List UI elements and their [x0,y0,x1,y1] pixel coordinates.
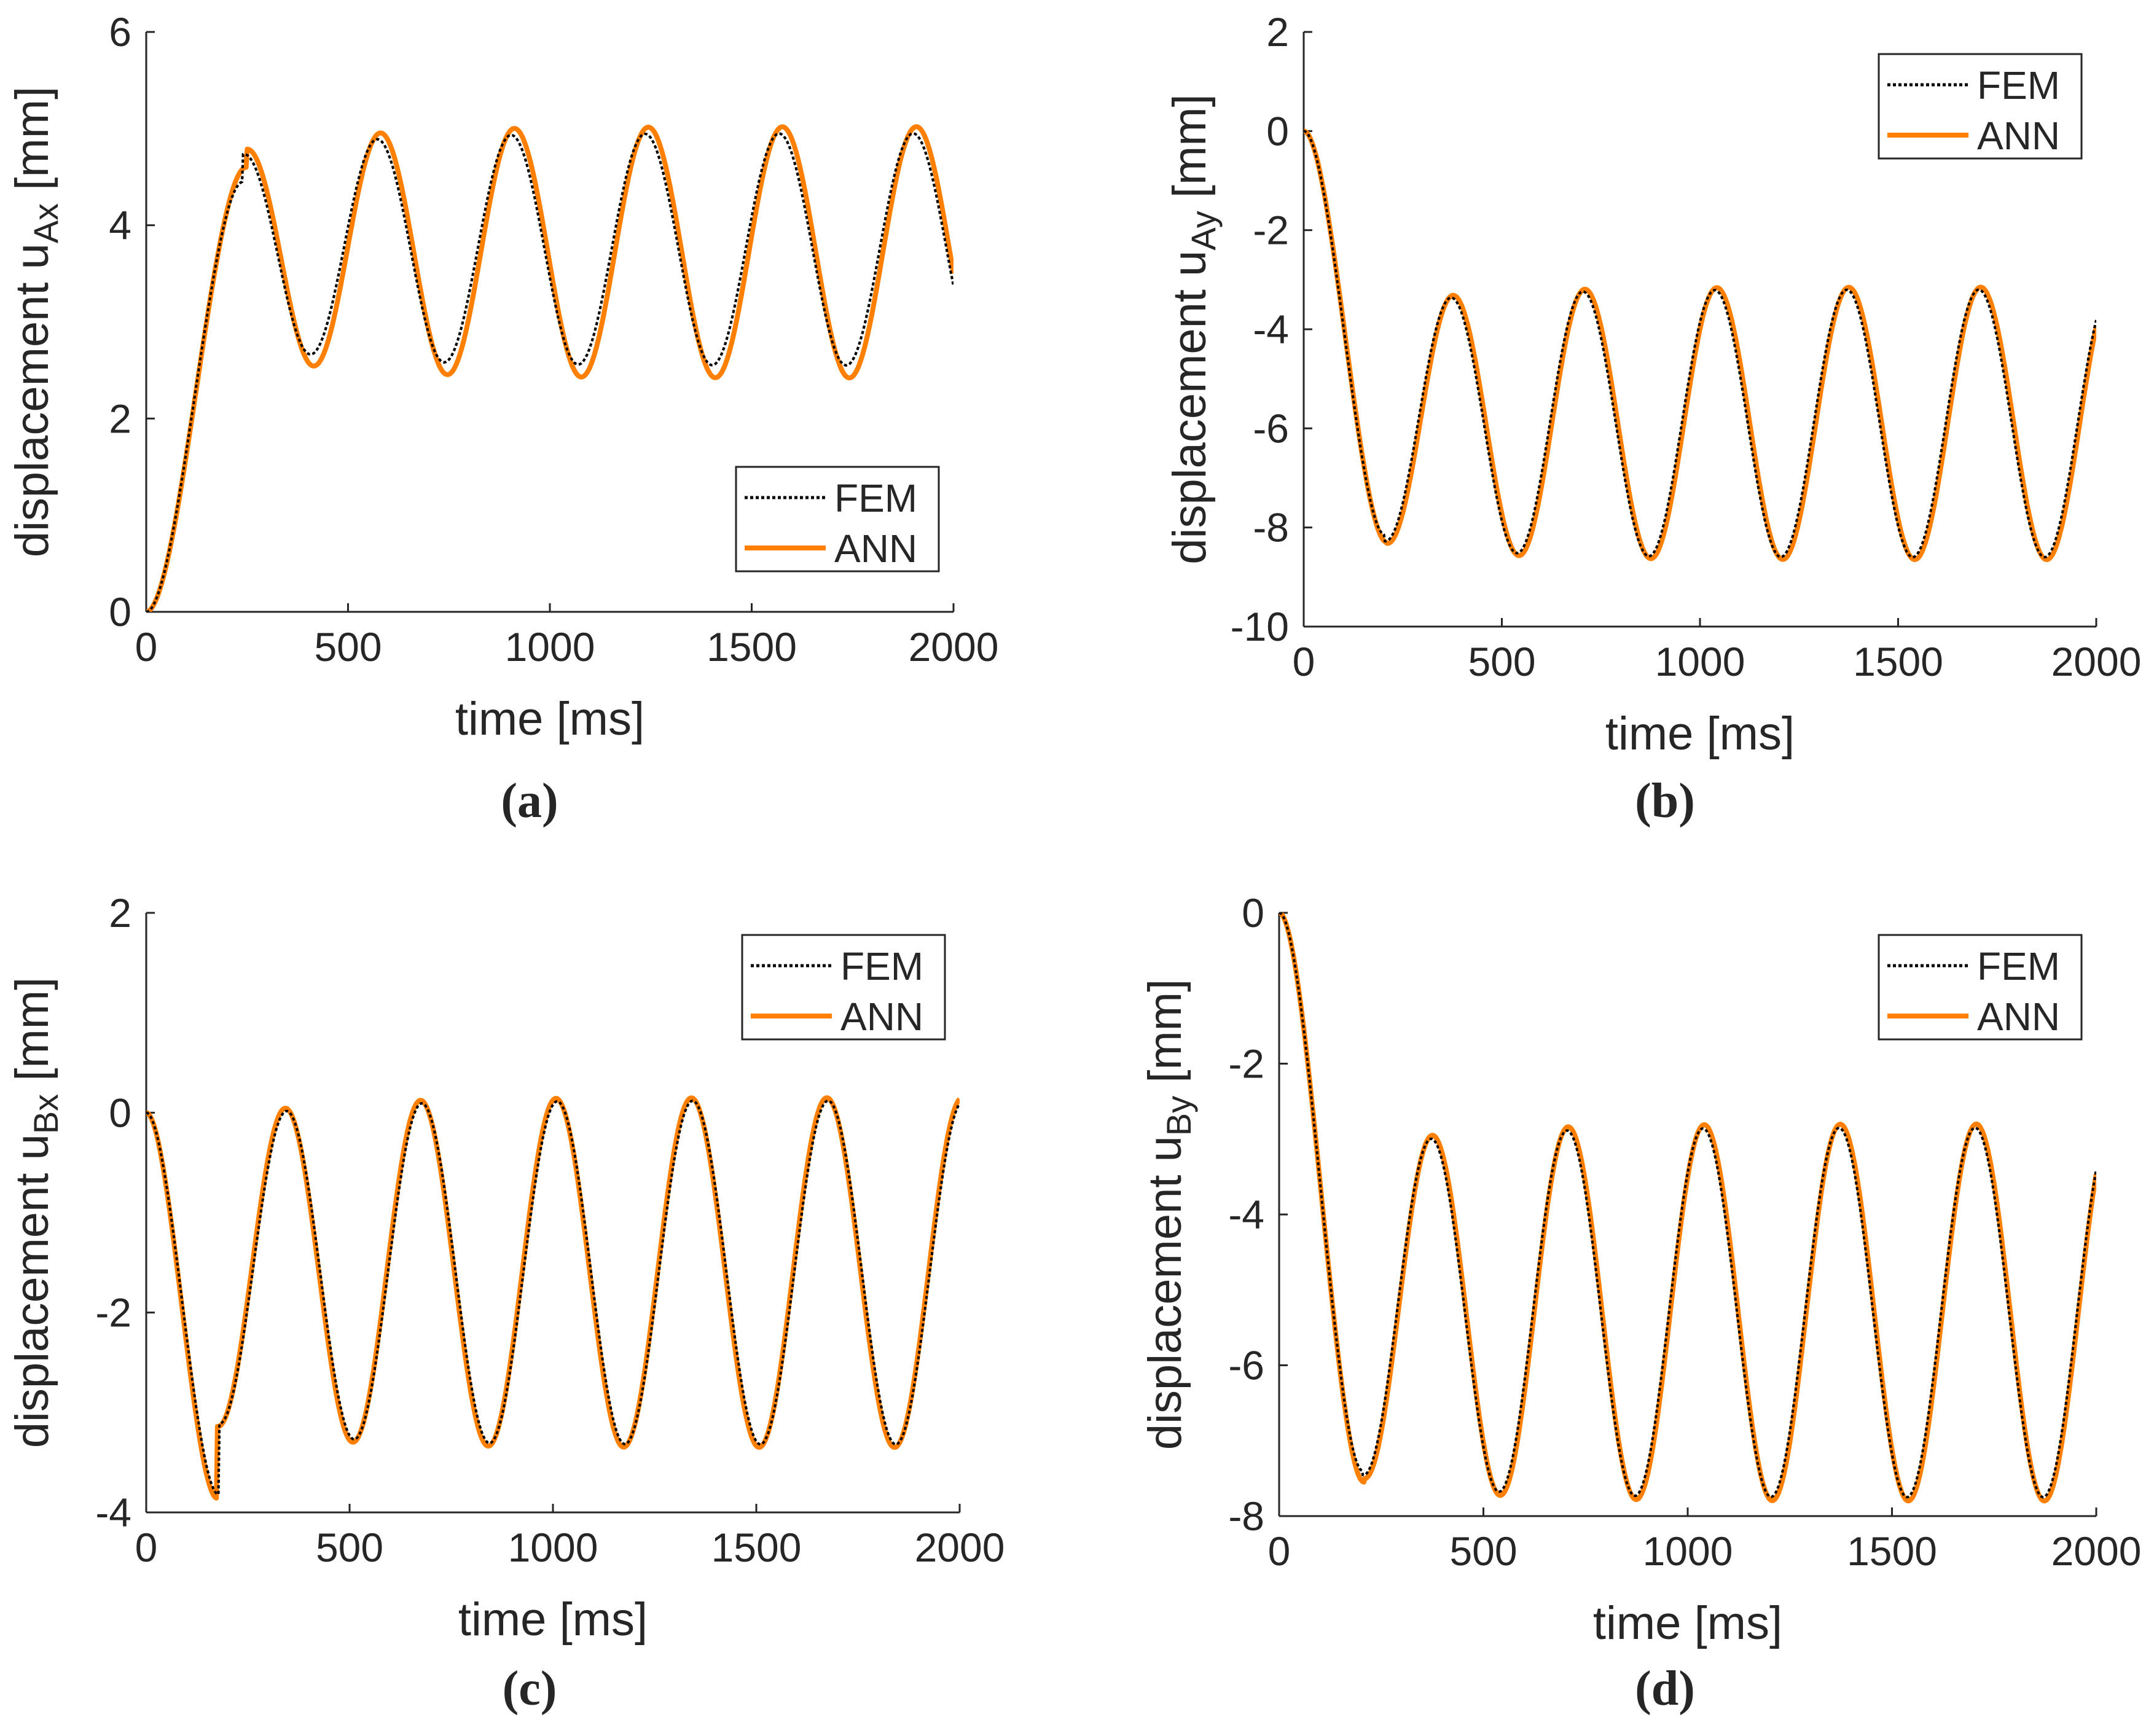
y-axis-label: displacement uAy [mm] [1164,94,1223,565]
panel-caption: (d) [1635,1662,1695,1716]
x-tick-label: 500 [316,1525,383,1570]
y-tick-label: -6 [1228,1343,1264,1388]
x-tick-label: 1500 [707,624,797,670]
y-tick-label: 6 [109,9,131,55]
series-line-ann [146,124,954,612]
x-tick-label: 1000 [1643,1528,1733,1574]
y-tick-label: -10 [1231,604,1289,649]
panel-caption: (a) [501,774,558,828]
x-axis-label: time [ms] [1605,708,1795,760]
x-axis-label: time [ms] [458,1593,648,1646]
y-tick-label: 0 [1266,108,1289,154]
panel-caption: (b) [1635,774,1695,828]
x-tick-label: 1000 [508,1525,598,1570]
x-tick-label: 2000 [909,624,999,670]
legend-box [1878,934,2083,1041]
series-line-fem-overlay [1304,130,2096,559]
legend-label-fem: FEM [834,476,917,520]
x-tick-label: 500 [314,624,382,670]
legend: FEM ANN [741,934,946,1041]
x-tick-label: 1000 [1655,639,1745,684]
y-tick-label: 4 [109,203,131,248]
panel-b: 0 500 1000 1500 2000 -10 -8 -6 -4 -2 0 2 time [ms] di… [1164,9,2141,828]
y-tick-label: 2 [109,396,131,441]
legend: FEM ANN [1878,934,2083,1041]
x-tick-label: 2000 [2051,639,2142,684]
panel-caption: (c) [503,1662,557,1716]
panel-c: 0 500 1000 1500 2000 -4 -2 0 2 time [ms] displacem… [6,890,1005,1716]
y-tick-label: -4 [1228,1192,1264,1237]
x-tick-label: 0 [135,1525,158,1570]
x-axis-label: time [ms] [1593,1597,1782,1649]
y-axis-label: displacement uBx [mm] [6,977,65,1449]
panel-d: 0 500 1000 1500 2000 -8 -6 -4 -2 0 time [ms] displa… [1139,890,2141,1716]
series-line-fem-overlay [146,132,954,612]
y-axis-label: displacement uAx [mm] [6,87,65,558]
legend-label-ann: ANN [834,526,917,571]
y-tick-label: 2 [109,890,131,936]
x-tick-label: 500 [1449,1528,1517,1574]
y-tick-label: -8 [1228,1493,1264,1539]
series-line-fem-overlay [1279,913,2096,1499]
y-tick-label: 0 [1242,890,1264,936]
panel-a: 0 500 1000 1500 2000 0 2 4 6 time [ms] displacemen… [6,9,998,828]
y-axis-label: displacement uBy [mm] [1139,979,1198,1450]
legend-label-fem: FEM [1977,944,2060,988]
y-tick-label: -6 [1253,405,1289,451]
x-tick-label: 0 [1293,639,1315,684]
legend: FEM ANN [1878,53,2083,160]
y-tick-label: -2 [1253,208,1289,253]
legend-label-ann: ANN [1977,114,2060,158]
series-line-ann [1304,128,2096,563]
series-line-fem-overlay [146,1099,960,1496]
legend-label-fem: FEM [840,944,923,988]
y-tick-label: -4 [1253,307,1289,352]
x-tick-label: 2000 [2051,1528,2142,1574]
y-tick-label: 2 [1266,9,1289,55]
x-tick-label: 1000 [505,624,595,670]
x-tick-label: 1500 [1853,639,1943,684]
legend-box [735,466,940,573]
x-tick-label: 1500 [1847,1528,1937,1574]
x-axis-label: time [ms] [455,693,644,745]
legend-box [1878,53,2083,160]
x-tick-label: 1500 [711,1525,802,1570]
y-tick-label: -8 [1253,505,1289,550]
y-tick-label: 0 [109,1090,131,1135]
x-tick-label: 500 [1468,639,1535,684]
legend-label-ann: ANN [840,995,923,1039]
legend: FEM ANN [735,466,940,573]
y-tick-label: -4 [95,1490,131,1535]
x-tick-label: 0 [135,624,158,670]
legend-label-ann: ANN [1977,995,2060,1039]
x-tick-label: 2000 [915,1525,1005,1570]
y-tick-label: -2 [95,1290,131,1335]
y-tick-label: -2 [1228,1041,1264,1087]
legend-box [741,934,946,1041]
x-tick-label: 0 [1268,1528,1291,1574]
legend-label-fem: FEM [1977,63,2060,108]
y-tick-label: 0 [109,589,131,635]
series-line-fem [1304,130,2096,558]
series-line-ann [146,1095,960,1501]
